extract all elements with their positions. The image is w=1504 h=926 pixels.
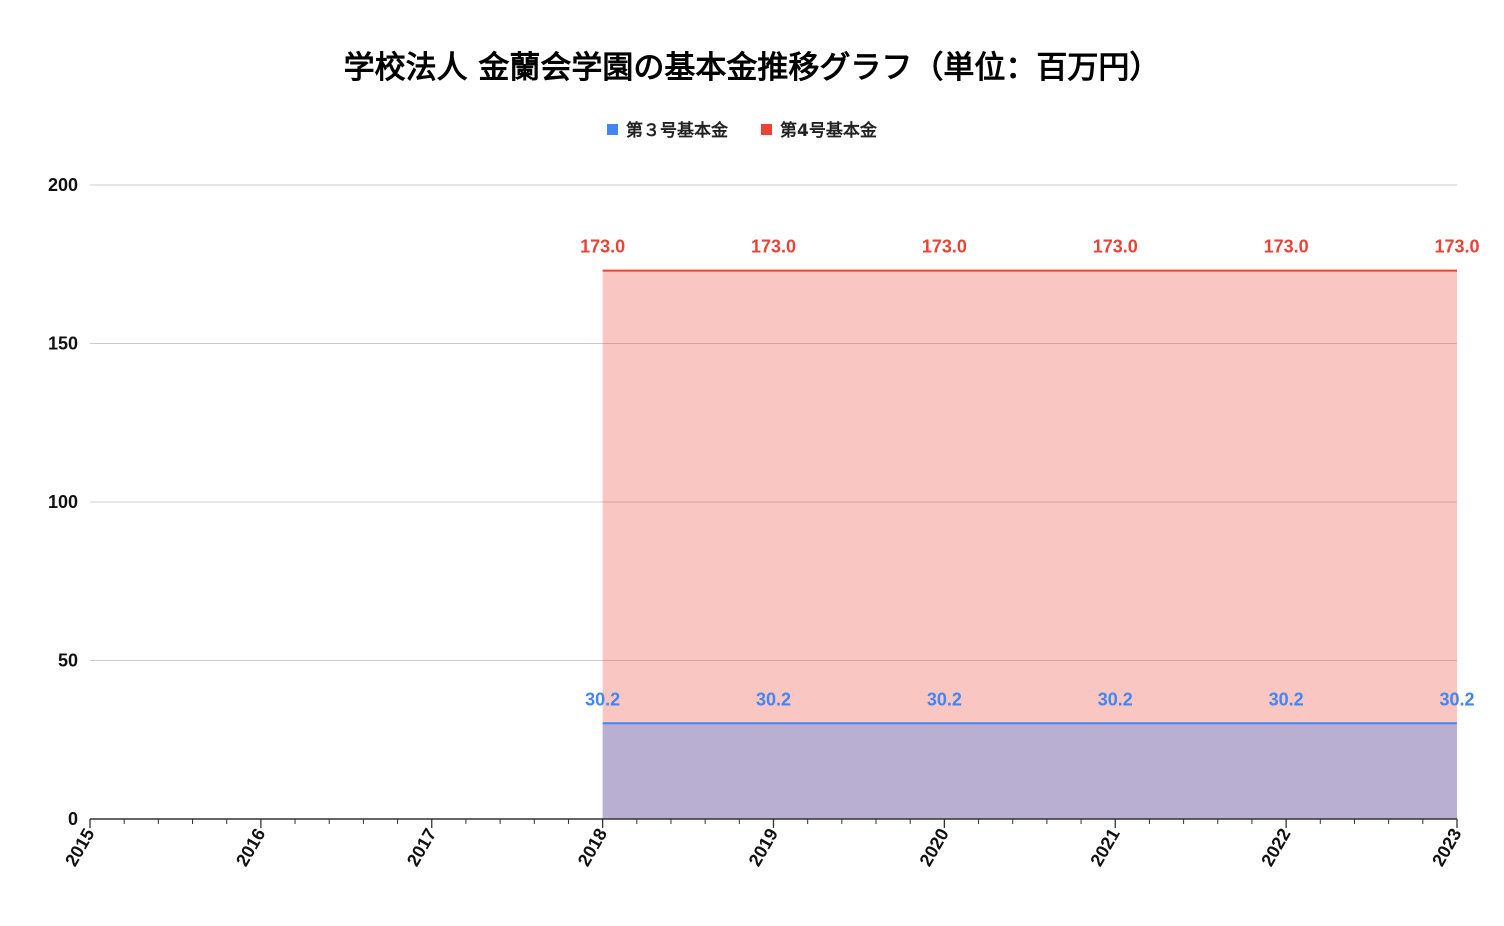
area-series-1 — [602, 723, 1457, 819]
x-axis — [89, 818, 1458, 828]
data-label-series-1: 30.2 — [1098, 689, 1133, 709]
plot-areas — [602, 270, 1457, 820]
data-label-series-2: 173.0 — [1434, 237, 1479, 257]
data-label-series-1: 30.2 — [927, 689, 962, 709]
grid — [90, 184, 1457, 661]
y-axis-ticks: 0 50 100 150 200 — [48, 175, 78, 829]
plot-lines — [602, 269, 1457, 725]
y-tick-label: 200 — [48, 175, 78, 195]
data-label-series-2: 173.0 — [580, 237, 625, 257]
legend-swatch-series-4 — [761, 124, 772, 135]
y-tick-label: 50 — [58, 651, 78, 671]
data-label-series-1: 30.2 — [756, 689, 791, 709]
x-tick-label: 2020 — [915, 825, 952, 870]
data-label-series-1: 30.2 — [1439, 689, 1474, 709]
legend: 第３号基本金 第4号基本金 — [607, 120, 878, 141]
legend-swatch-series-3 — [607, 124, 618, 135]
data-label-series-2: 173.0 — [1093, 237, 1138, 257]
data-label-series-2: 173.0 — [1264, 237, 1309, 257]
x-tick-label: 2019 — [745, 825, 782, 870]
x-tick-label: 2023 — [1428, 825, 1465, 870]
data-label-series-2: 173.0 — [922, 237, 967, 257]
x-tick-label: 2018 — [574, 825, 611, 870]
data-label-series-1: 30.2 — [1269, 689, 1304, 709]
x-tick-label: 2021 — [1086, 825, 1123, 870]
x-tick-label: 2015 — [61, 825, 98, 870]
x-tick-label: 2016 — [232, 825, 269, 870]
x-axis-ticks: 2015 2016 2017 2018 2019 2020 2021 2022 2023 — [61, 825, 1465, 870]
y-tick-label: 0 — [68, 809, 78, 829]
y-tick-label: 150 — [48, 334, 78, 354]
x-tick-label: 2017 — [403, 825, 440, 870]
area-series-2 — [602, 270, 1457, 820]
chart-title: 学校法人 金蘭会学園の基本金推移グラフ（単位：百万円） — [344, 50, 1161, 86]
data-label-series-2: 173.0 — [751, 237, 796, 257]
legend-label-series-3: 第３号基本金 — [626, 120, 729, 141]
x-tick-label: 2022 — [1257, 825, 1294, 870]
y-tick-label: 100 — [48, 492, 78, 512]
legend-label-series-4: 第4号基本金 — [780, 120, 878, 141]
data-label-series-1: 30.2 — [585, 689, 620, 709]
data-labels: 30.2 30.2 30.2 30.2 30.2 30.2 173.0 173.0 173.0 1… — [580, 237, 1479, 710]
